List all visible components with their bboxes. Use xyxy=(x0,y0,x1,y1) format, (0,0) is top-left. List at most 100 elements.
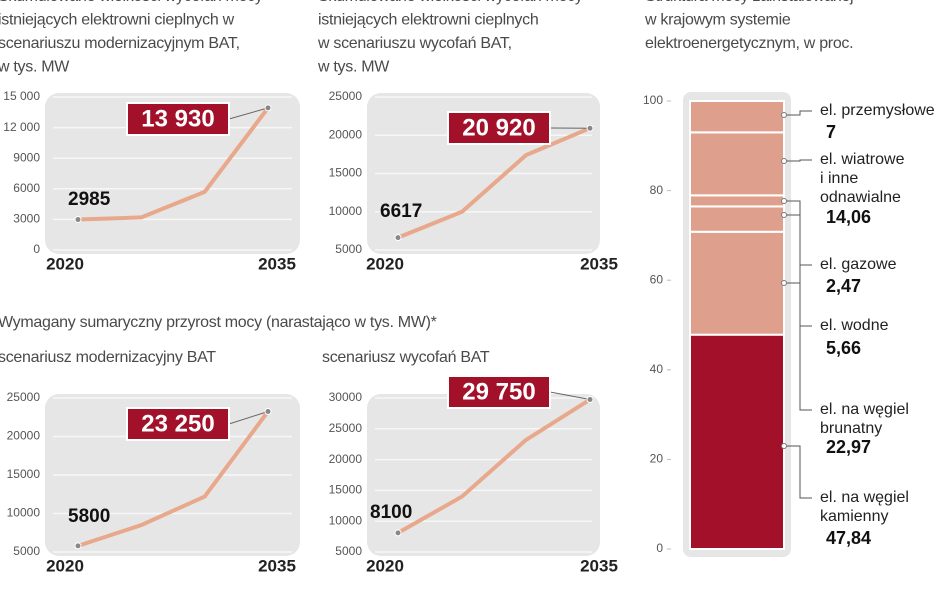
y-tick-label: 3000 xyxy=(13,212,40,226)
chart-title: scenariusz wycofań BAT xyxy=(322,349,490,366)
y-tick-label: 20000 xyxy=(329,127,363,141)
chart-title: Struktura mocy zainstalowanej xyxy=(645,0,853,5)
y-tick-label: 5000 xyxy=(335,242,362,256)
connector-dot xyxy=(781,158,787,164)
section-title: Wymagany sumaryczny przyrost mocy (naras… xyxy=(0,314,437,331)
data-point xyxy=(74,216,82,224)
value-label: 22,97 xyxy=(826,437,872,457)
y-tick-label: 40 xyxy=(650,362,664,376)
label-connector xyxy=(784,445,812,499)
chart-title: scenariusz modernizacyjny BAT xyxy=(0,349,216,366)
data-point xyxy=(586,124,594,132)
label-connector xyxy=(228,107,269,120)
chart-title: istniejących elektrowni cieplnych xyxy=(318,12,538,29)
chart-title: w tys. MW xyxy=(317,59,390,76)
y-tick-label: 80 xyxy=(650,183,664,197)
label-connector xyxy=(784,110,812,116)
connector-dot xyxy=(781,443,787,449)
data-point xyxy=(586,396,594,404)
bar-segment xyxy=(689,194,785,208)
value-label: 14,06 xyxy=(826,207,872,227)
data-line xyxy=(397,126,591,240)
plot-panel xyxy=(45,93,300,254)
value-label: 5800 xyxy=(68,506,110,527)
y-tick-label: 15000 xyxy=(7,467,41,481)
y-tick-label: 20 xyxy=(650,452,664,466)
data-point xyxy=(394,234,402,242)
y-tick-label: 20000 xyxy=(329,452,363,466)
y-tick-label: 9000 xyxy=(13,150,40,164)
chart-title: Skumulowane wielkości wycofań mocy xyxy=(318,0,583,5)
y-tick-label: 25000 xyxy=(7,390,41,404)
bar-segment xyxy=(689,205,785,233)
value-label: 2985 xyxy=(68,189,111,210)
value-label: 20 920 xyxy=(462,114,535,141)
category-label: el. na węgiel brunatny xyxy=(820,401,909,437)
label-connector xyxy=(549,391,591,401)
y-tick-label: 6000 xyxy=(13,181,40,195)
x-tick-label: 2035 xyxy=(580,556,618,575)
y-tick-label: 15000 xyxy=(329,483,363,497)
x-tick-label: 2020 xyxy=(366,254,404,273)
value-label: 6617 xyxy=(380,201,422,222)
label-connector xyxy=(228,410,269,425)
bar-segment xyxy=(689,230,785,336)
data-line xyxy=(77,410,270,548)
chart-title: scenariuszu modernizacyjnym BAT, xyxy=(0,35,240,52)
chart-title: w scenariuszu wycofań BAT, xyxy=(317,35,512,52)
x-tick-label: 2020 xyxy=(46,556,84,575)
x-tick-label: 2035 xyxy=(258,556,296,575)
y-tick-label: 12 000 xyxy=(3,120,40,134)
y-tick-label: 60 xyxy=(650,272,664,286)
y-tick-label: 15 000 xyxy=(3,89,40,103)
y-tick-label: 0 xyxy=(656,541,663,555)
y-tick-label: 10000 xyxy=(7,506,41,520)
y-tick-label: 15000 xyxy=(329,166,363,180)
value-label: 2,47 xyxy=(826,276,862,296)
bar-segment xyxy=(689,131,785,197)
bar-segment xyxy=(689,100,785,134)
y-tick-label: 25000 xyxy=(329,89,363,103)
label-connector xyxy=(784,214,812,327)
data-point xyxy=(264,407,272,415)
x-tick-label: 2020 xyxy=(46,254,84,273)
value-label-box xyxy=(447,111,551,145)
label-connector xyxy=(784,159,812,162)
data-line xyxy=(77,106,270,222)
value-label: 13 930 xyxy=(141,105,214,132)
value-label: 47,84 xyxy=(826,528,872,548)
category-label: el. gazowe xyxy=(820,256,897,273)
chart-title: Skumulowane wielkości wycofań mocy xyxy=(0,0,263,5)
value-label: 23 250 xyxy=(141,410,214,437)
data-point xyxy=(394,529,402,537)
data-point xyxy=(74,542,82,550)
y-tick-label: 100 xyxy=(643,93,663,107)
value-label: 8100 xyxy=(370,502,412,523)
connector-dot xyxy=(781,280,787,286)
category-label: el. przemysłowe xyxy=(820,102,935,119)
chart-title: w krajowym systemie xyxy=(644,12,791,29)
data-point xyxy=(264,104,272,112)
value-label-box xyxy=(447,375,551,409)
category-label: el. wodne xyxy=(820,317,889,334)
y-tick-label: 30000 xyxy=(329,390,363,404)
value-label: 5,66 xyxy=(826,338,862,358)
data-line xyxy=(397,397,592,535)
value-label: 29 750 xyxy=(462,378,535,405)
y-tick-label: 5000 xyxy=(335,544,362,558)
label-connector xyxy=(784,200,812,266)
chart-title: istniejących elektrowni cieplnych w xyxy=(0,12,235,29)
value-label-box xyxy=(126,102,230,136)
connector-dot xyxy=(781,212,787,218)
label-connector xyxy=(784,282,812,411)
y-tick-label: 10000 xyxy=(329,513,363,527)
value-label: 7 xyxy=(826,122,837,142)
x-tick-label: 2020 xyxy=(366,556,404,575)
y-tick-label: 5000 xyxy=(13,544,40,558)
y-tick-label: 25000 xyxy=(329,421,363,435)
x-tick-label: 2035 xyxy=(580,254,618,273)
x-tick-label: 2035 xyxy=(258,254,296,273)
connector-dot xyxy=(781,198,787,204)
